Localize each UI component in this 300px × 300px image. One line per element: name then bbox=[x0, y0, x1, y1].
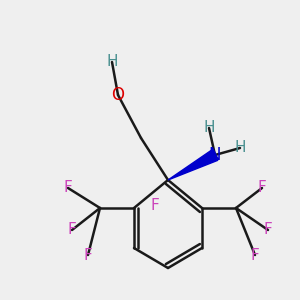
Text: F: F bbox=[68, 223, 76, 238]
Text: N: N bbox=[209, 146, 221, 164]
Polygon shape bbox=[168, 150, 218, 180]
Text: H: H bbox=[106, 55, 118, 70]
Text: F: F bbox=[151, 197, 159, 212]
Text: F: F bbox=[258, 181, 266, 196]
Text: F: F bbox=[64, 181, 72, 196]
Text: H: H bbox=[234, 140, 246, 155]
Text: O: O bbox=[112, 86, 124, 104]
Text: F: F bbox=[250, 248, 260, 262]
Text: F: F bbox=[84, 248, 92, 262]
Text: F: F bbox=[264, 223, 272, 238]
Text: H: H bbox=[203, 121, 215, 136]
